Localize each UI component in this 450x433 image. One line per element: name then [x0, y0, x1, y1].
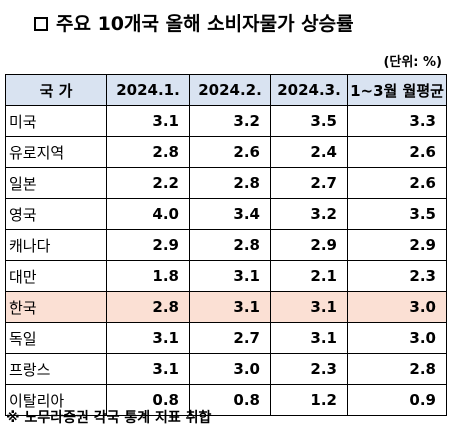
value-cell: 2.7 [270, 167, 348, 199]
country-cell: 캐나다 [5, 229, 107, 261]
table-row: 이탈리아 0.8 0.8 1.2 0.9 [5, 384, 447, 416]
country-cell: 프랑스 [5, 353, 107, 385]
value-cell: 0.8 [106, 384, 190, 416]
value-cell: 3.3 [347, 105, 447, 137]
value-cell: 2.8 [347, 353, 447, 385]
value-cell: 2.8 [189, 229, 271, 261]
country-cell: 한국 [5, 291, 107, 323]
value-cell: 2.6 [347, 167, 447, 199]
checkbox-square-icon [34, 17, 48, 31]
table-row: 대만 1.8 3.1 2.1 2.3 [5, 260, 447, 292]
value-cell: 2.9 [347, 229, 447, 261]
country-cell: 영국 [5, 198, 107, 230]
table-body: 미국 3.1 3.2 3.5 3.3 유로지역 2.8 2.6 2.4 2.6 일본 2.2 2.8 2.… [5, 105, 447, 416]
value-cell: 3.1 [270, 322, 348, 354]
value-cell: 3.4 [189, 198, 271, 230]
value-cell: 1.2 [270, 384, 348, 416]
value-cell: 3.0 [347, 291, 447, 323]
value-cell: 2.8 [106, 136, 190, 168]
country-cell: 이탈리아 [5, 384, 107, 416]
unit-label: (단위: %) [383, 55, 442, 70]
value-cell: 3.0 [347, 322, 447, 354]
table-row: 프랑스 3.1 3.0 2.3 2.8 [5, 353, 447, 385]
table-header-row: 국 가 2024.1. 2024.2. 2024.3. 1~3월 월평균 [5, 74, 447, 106]
header-jan: 2024.1. [106, 74, 190, 106]
title-text: 주요 10개국 올해 소비자물가 상승률 [56, 13, 354, 35]
value-cell: 2.4 [270, 136, 348, 168]
value-cell: 3.0 [189, 353, 271, 385]
header-feb: 2024.2. [189, 74, 271, 106]
value-cell: 2.7 [189, 322, 271, 354]
cpi-table: 국 가 2024.1. 2024.2. 2024.3. 1~3월 월평균 미국 3… [5, 74, 447, 416]
value-cell: 4.0 [106, 198, 190, 230]
table-row: 영국 4.0 3.4 3.2 3.5 [5, 198, 447, 230]
country-cell: 대만 [5, 260, 107, 292]
value-cell: 3.5 [347, 198, 447, 230]
value-cell: 2.2 [106, 167, 190, 199]
value-cell: 2.3 [347, 260, 447, 292]
value-cell: 3.2 [189, 105, 271, 137]
value-cell: 3.1 [270, 291, 348, 323]
value-cell: 2.9 [270, 229, 348, 261]
table-row: 일본 2.2 2.8 2.7 2.6 [5, 167, 447, 199]
table-row: 미국 3.1 3.2 3.5 3.3 [5, 105, 447, 137]
header-mar: 2024.3. [270, 74, 348, 106]
value-cell: 2.9 [106, 229, 190, 261]
country-cell: 미국 [5, 105, 107, 137]
source-note: ※ 노무라증권 각국 통계 지표 취합 [6, 410, 212, 426]
value-cell: 3.1 [106, 353, 190, 385]
document-title: 주요 10개국 올해 소비자물가 상승률 [34, 10, 354, 38]
value-cell: 3.1 [106, 105, 190, 137]
table-row: 독일 3.1 2.7 3.1 3.0 [5, 322, 447, 354]
value-cell: 2.6 [347, 136, 447, 168]
value-cell: 3.1 [189, 260, 271, 292]
value-cell: 3.1 [106, 322, 190, 354]
value-cell: 2.8 [189, 167, 271, 199]
value-cell: 2.1 [270, 260, 348, 292]
country-cell: 유로지역 [5, 136, 107, 168]
header-average: 1~3월 월평균 [347, 74, 447, 106]
table-row: 한국 2.8 3.1 3.1 3.0 [5, 291, 447, 323]
value-cell: 2.8 [106, 291, 190, 323]
value-cell: 2.6 [189, 136, 271, 168]
value-cell: 1.8 [106, 260, 190, 292]
table-row: 캐나다 2.9 2.8 2.9 2.9 [5, 229, 447, 261]
country-cell: 일본 [5, 167, 107, 199]
header-country: 국 가 [5, 74, 107, 106]
value-cell: 2.3 [270, 353, 348, 385]
value-cell: 3.2 [270, 198, 348, 230]
value-cell: 0.9 [347, 384, 447, 416]
country-cell: 독일 [5, 322, 107, 354]
value-cell: 3.1 [189, 291, 271, 323]
table-row: 유로지역 2.8 2.6 2.4 2.6 [5, 136, 447, 168]
value-cell: 3.5 [270, 105, 348, 137]
